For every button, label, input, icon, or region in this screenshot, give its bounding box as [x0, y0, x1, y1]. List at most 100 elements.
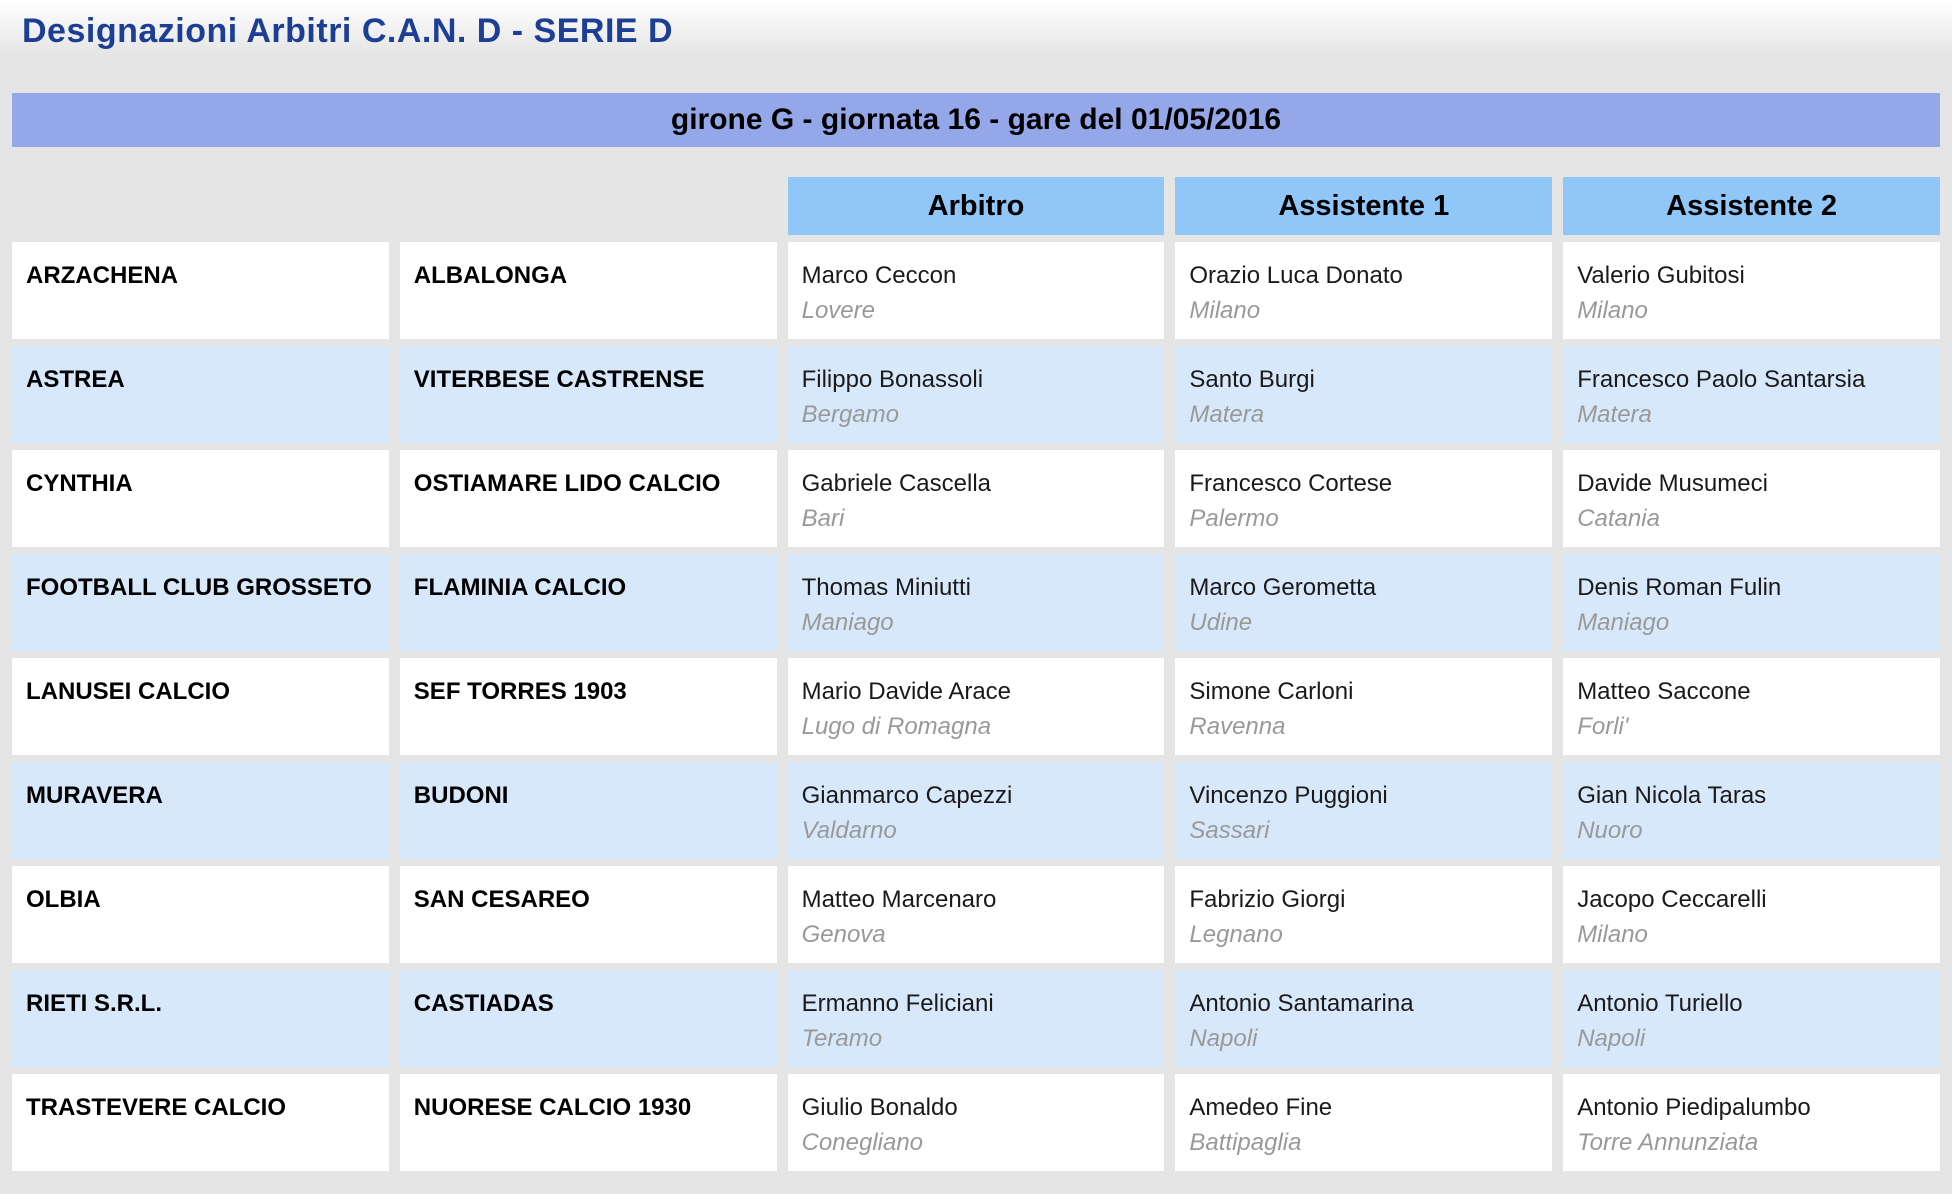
- assistant-2-name: Denis Roman Fulin: [1577, 574, 1782, 601]
- referee-city: Valdarno: [801, 817, 897, 844]
- referee-name: Gabriele Cascella: [801, 470, 992, 497]
- referee-city: Lovere: [801, 297, 875, 324]
- assistant-1-cell: Amedeo Fine Battipaglia: [1175, 1074, 1553, 1171]
- assistant-1-name: Vincenzo Puggioni: [1189, 782, 1388, 809]
- assistant-2-city: Torre Annunziata: [1577, 1129, 1759, 1156]
- away-team-cell: BUDONI: [399, 762, 777, 859]
- assistant-2-cell: Gian Nicola Taras Nuoro: [1563, 762, 1940, 859]
- assistant-2-city: Nuoro: [1577, 817, 1643, 844]
- assistant-1-name: Simone Carloni: [1189, 678, 1354, 705]
- assistant-2-name: Antonio Piedipalumbo: [1577, 1094, 1811, 1121]
- column-header-arbitro: Arbitro: [787, 177, 1165, 235]
- referee-city: Bari: [801, 505, 845, 532]
- assistant-1-cell: Marco Gerometta Udine: [1175, 554, 1553, 651]
- referee-cell: Thomas Miniutti Maniago: [787, 554, 1165, 651]
- assistant-2-cell: Denis Roman Fulin Maniago: [1563, 554, 1940, 651]
- assistant-2-cell: Jacopo Ceccarelli Milano: [1563, 866, 1940, 963]
- referee-name: Thomas Miniutti: [801, 574, 971, 601]
- header-spacer-home: [12, 177, 389, 235]
- assistant-2-city: Napoli: [1577, 1025, 1646, 1052]
- assistant-2-name: Jacopo Ceccarelli: [1577, 886, 1767, 913]
- assistant-1-name: Amedeo Fine: [1189, 1094, 1333, 1121]
- assistant-2-city: Catania: [1577, 505, 1660, 532]
- assistant-2-city: Forli': [1577, 713, 1629, 740]
- header-spacer-away: [400, 177, 777, 235]
- assistant-1-name: Fabrizio Giorgi: [1189, 886, 1346, 913]
- assistant-1-city: Milano: [1189, 297, 1261, 324]
- away-team-cell: SAN CESAREO: [399, 866, 777, 963]
- away-team-cell: OSTIAMARE LIDO CALCIO: [399, 450, 777, 547]
- referee-city: Teramo: [801, 1025, 883, 1052]
- assistant-2-cell: Matteo Saccone Forli': [1563, 658, 1940, 755]
- assistant-1-city: Udine: [1189, 609, 1253, 636]
- assistant-2-city: Milano: [1577, 921, 1648, 948]
- assistant-1-cell: Francesco Cortese Palermo: [1175, 450, 1553, 547]
- home-team-cell: MURAVERA: [12, 762, 389, 859]
- assistant-1-name: Santo Burgi: [1189, 366, 1315, 393]
- away-team-cell: NUORESE CALCIO 1930: [399, 1074, 777, 1171]
- home-team-cell: LANUSEI CALCIO: [12, 658, 389, 755]
- referee-name: Mario Davide Arace: [801, 678, 1012, 705]
- assistant-2-cell: Antonio Piedipalumbo Torre Annunziata: [1563, 1074, 1940, 1171]
- assistant-2-city: Maniago: [1577, 609, 1670, 636]
- referee-cell: Gianmarco Capezzi Valdarno: [787, 762, 1165, 859]
- assistant-1-city: Sassari: [1189, 817, 1270, 844]
- home-team-cell: CYNTHIA: [12, 450, 389, 547]
- home-team-cell: TRASTEVERE CALCIO: [12, 1074, 389, 1171]
- round-banner: girone G - giornata 16 - gare del 01/05/…: [12, 93, 1940, 147]
- referee-cell: Matteo Marcenaro Genova: [787, 866, 1165, 963]
- away-team-cell: SEF TORRES 1903: [399, 658, 777, 755]
- assistant-1-city: Palermo: [1189, 505, 1279, 532]
- assistant-1-city: Ravenna: [1189, 713, 1286, 740]
- assistant-1-name: Marco Gerometta: [1189, 574, 1377, 601]
- assistant-1-cell: Antonio Santamarina Napoli: [1175, 970, 1553, 1067]
- home-team-cell: ARZACHENA: [12, 242, 389, 339]
- assistant-2-city: Matera: [1577, 401, 1652, 428]
- assistant-1-cell: Simone Carloni Ravenna: [1175, 658, 1553, 755]
- assistant-2-cell: Francesco Paolo Santarsia Matera: [1563, 346, 1940, 443]
- away-team-cell: ALBALONGA: [399, 242, 777, 339]
- assistant-1-city: Napoli: [1189, 1025, 1258, 1052]
- assistant-2-name: Francesco Paolo Santarsia: [1577, 366, 1866, 393]
- referee-name: Gianmarco Capezzi: [801, 782, 1013, 809]
- home-team-cell: ASTREA: [12, 346, 389, 443]
- referee-city: Conegliano: [801, 1129, 924, 1156]
- referee-name: Matteo Marcenaro: [801, 886, 997, 913]
- referee-cell: Mario Davide Arace Lugo di Romagna: [787, 658, 1165, 755]
- assistant-1-cell: Vincenzo Puggioni Sassari: [1175, 762, 1553, 859]
- referee-name: Ermanno Feliciani: [801, 990, 994, 1017]
- assistant-2-cell: Antonio Turiello Napoli: [1563, 970, 1940, 1067]
- home-team-cell: OLBIA: [12, 866, 389, 963]
- referee-city: Maniago: [801, 609, 894, 636]
- assistant-2-name: Gian Nicola Taras: [1577, 782, 1767, 809]
- home-team-cell: FOOTBALL CLUB GROSSETO: [12, 554, 389, 651]
- assistant-2-name: Davide Musumeci: [1577, 470, 1768, 497]
- away-team-cell: FLAMINIA CALCIO: [399, 554, 777, 651]
- assistant-1-name: Orazio Luca Donato: [1189, 262, 1403, 289]
- referee-name: Marco Ceccon: [801, 262, 957, 289]
- referee-cell: Ermanno Feliciani Teramo: [787, 970, 1165, 1067]
- assistant-1-cell: Orazio Luca Donato Milano: [1175, 242, 1553, 339]
- assistant-1-cell: Santo Burgi Matera: [1175, 346, 1553, 443]
- assistant-2-name: Antonio Turiello: [1577, 990, 1743, 1017]
- referee-city: Genova: [801, 921, 886, 948]
- away-team-cell: VITERBESE CASTRENSE: [399, 346, 777, 443]
- column-header-assistente-1: Assistente 1: [1175, 177, 1553, 235]
- column-header-assistente-2: Assistente 2: [1563, 177, 1940, 235]
- assistant-2-city: Milano: [1577, 297, 1648, 324]
- away-team-cell: CASTIADAS: [399, 970, 777, 1067]
- referee-cell: Marco Ceccon Lovere: [787, 242, 1165, 339]
- assistant-1-city: Matera: [1189, 401, 1265, 428]
- assistant-1-city: Battipaglia: [1189, 1129, 1302, 1156]
- assistant-2-cell: Valerio Gubitosi Milano: [1563, 242, 1940, 339]
- assistant-2-name: Valerio Gubitosi: [1577, 262, 1745, 289]
- assistant-2-name: Matteo Saccone: [1577, 678, 1751, 705]
- page-title: Designazioni Arbitri C.A.N. D - SERIE D: [22, 12, 674, 50]
- assistant-1-name: Francesco Cortese: [1189, 470, 1393, 497]
- designations-table: Arbitro Assistente 1 Assistente 2 ARZACH…: [12, 177, 1940, 1171]
- assistant-2-cell: Davide Musumeci Catania: [1563, 450, 1940, 547]
- referee-cell: Filippo Bonassoli Bergamo: [787, 346, 1165, 443]
- referee-city: Lugo di Romagna: [801, 713, 992, 740]
- assistant-1-city: Legnano: [1189, 921, 1283, 948]
- referee-city: Bergamo: [801, 401, 899, 428]
